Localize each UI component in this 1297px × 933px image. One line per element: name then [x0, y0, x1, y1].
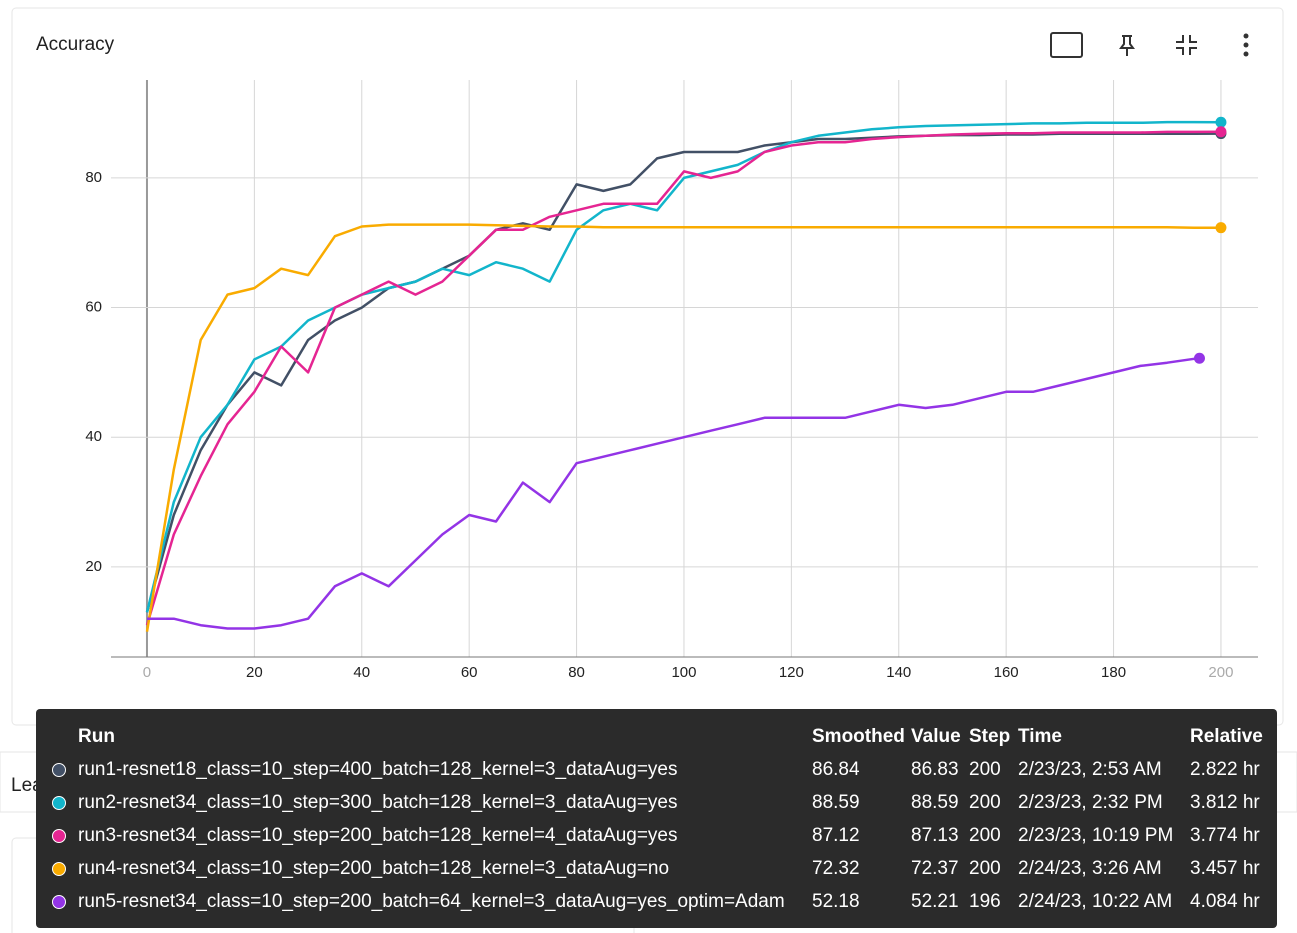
x-tick-label: 20 — [246, 664, 263, 681]
y-tick-label: 40 — [85, 428, 102, 445]
fit-icon[interactable] — [1050, 32, 1083, 58]
series-line — [145, 130, 1221, 626]
table-cell: 87.12 — [812, 825, 860, 846]
table-cell: 200 — [969, 858, 1001, 879]
x-tick-label: 180 — [1101, 664, 1126, 681]
chart-title: Accuracy — [36, 34, 115, 55]
table-cell: 2/23/23, 2:32 PM — [1018, 792, 1163, 813]
x-tick-label: 60 — [461, 664, 478, 681]
run-color-dot — [52, 895, 66, 909]
run-color-dot — [52, 763, 66, 777]
series-line — [145, 223, 1221, 632]
y-tick-label: 80 — [85, 169, 102, 186]
end-point — [1215, 116, 1227, 128]
table-cell: run1-resnet18_class=10_step=400_batch=12… — [78, 759, 678, 780]
table-cell: 2/23/23, 10:19 PM — [1018, 825, 1174, 846]
x-tick-label: 100 — [671, 664, 696, 681]
table-cell: 196 — [969, 891, 1001, 912]
run-color-dot — [52, 862, 66, 876]
table-cell: 200 — [969, 792, 1001, 813]
table-cell: 86.84 — [812, 759, 860, 780]
table-cell: 3.812 hr — [1190, 792, 1260, 813]
x-tick-label: 0 — [143, 664, 151, 681]
column-header: Run — [78, 726, 115, 747]
run-color-dot — [52, 796, 66, 810]
column-header: Smoothed — [812, 726, 905, 747]
x-tick-label: 160 — [994, 664, 1019, 681]
table-cell: run4-resnet34_class=10_step=200_batch=12… — [78, 858, 670, 879]
series-line — [145, 120, 1221, 613]
end-point — [1215, 222, 1227, 234]
column-header: Relative — [1190, 726, 1263, 747]
table-cell: run5-resnet34_class=10_step=200_batch=64… — [78, 891, 785, 912]
pin-icon[interactable] — [1119, 35, 1135, 56]
collapse-icon[interactable] — [1176, 35, 1197, 55]
table-cell: 2/24/23, 3:26 AM — [1018, 858, 1162, 879]
table-cell: 3.774 hr — [1190, 825, 1260, 846]
column-header: Time — [1018, 726, 1063, 747]
table-cell: 88.59 — [911, 792, 959, 813]
table-cell: 2.822 hr — [1190, 759, 1260, 780]
table-cell: 2/24/23, 10:22 AM — [1018, 891, 1173, 912]
column-header: Value — [911, 726, 961, 747]
run-color-dot — [52, 829, 66, 843]
card — [11, 7, 1284, 726]
table-cell: run3-resnet34_class=10_step=200_batch=12… — [78, 825, 678, 846]
toolbar — [1050, 32, 1249, 58]
y-tick-label: 60 — [85, 299, 102, 316]
table-cell: 72.32 — [812, 858, 860, 879]
table-cell: 2/23/23, 2:53 AM — [1018, 759, 1162, 780]
x-tick-label: 140 — [886, 664, 911, 681]
table-cell: 4.084 hr — [1190, 891, 1260, 912]
table-cell: 200 — [969, 825, 1001, 846]
series-line — [147, 357, 1200, 630]
tooltip: Run Smoothed Value Step Time Relative run1-res… — [36, 709, 1277, 928]
menu-icon[interactable] — [1243, 33, 1249, 57]
table-cell: 52.18 — [812, 891, 860, 912]
table-cell: 86.83 — [911, 759, 959, 780]
table-cell: 3.457 hr — [1190, 858, 1260, 879]
table-cell: 88.59 — [812, 792, 860, 813]
column-header: Step — [969, 726, 1011, 747]
y-tick-label: 20 — [85, 558, 102, 575]
x-tick-label: 40 — [353, 664, 370, 681]
end-point — [1193, 352, 1205, 364]
x-tick-label: 80 — [568, 664, 585, 681]
plot: 0 20 40 60 80 100 120 140 160 180 200 20 40 60 80 — [85, 80, 1258, 681]
x-tick-label: 200 — [1208, 664, 1233, 681]
table-cell: run2-resnet34_class=10_step=300_batch=12… — [78, 792, 678, 813]
table-cell: 52.21 — [911, 891, 959, 912]
table-cell: 200 — [969, 759, 1001, 780]
end-point — [1215, 126, 1227, 138]
table-cell: 72.37 — [911, 858, 959, 879]
x-tick-label: 120 — [779, 664, 804, 681]
table-cell: 87.13 — [911, 825, 959, 846]
